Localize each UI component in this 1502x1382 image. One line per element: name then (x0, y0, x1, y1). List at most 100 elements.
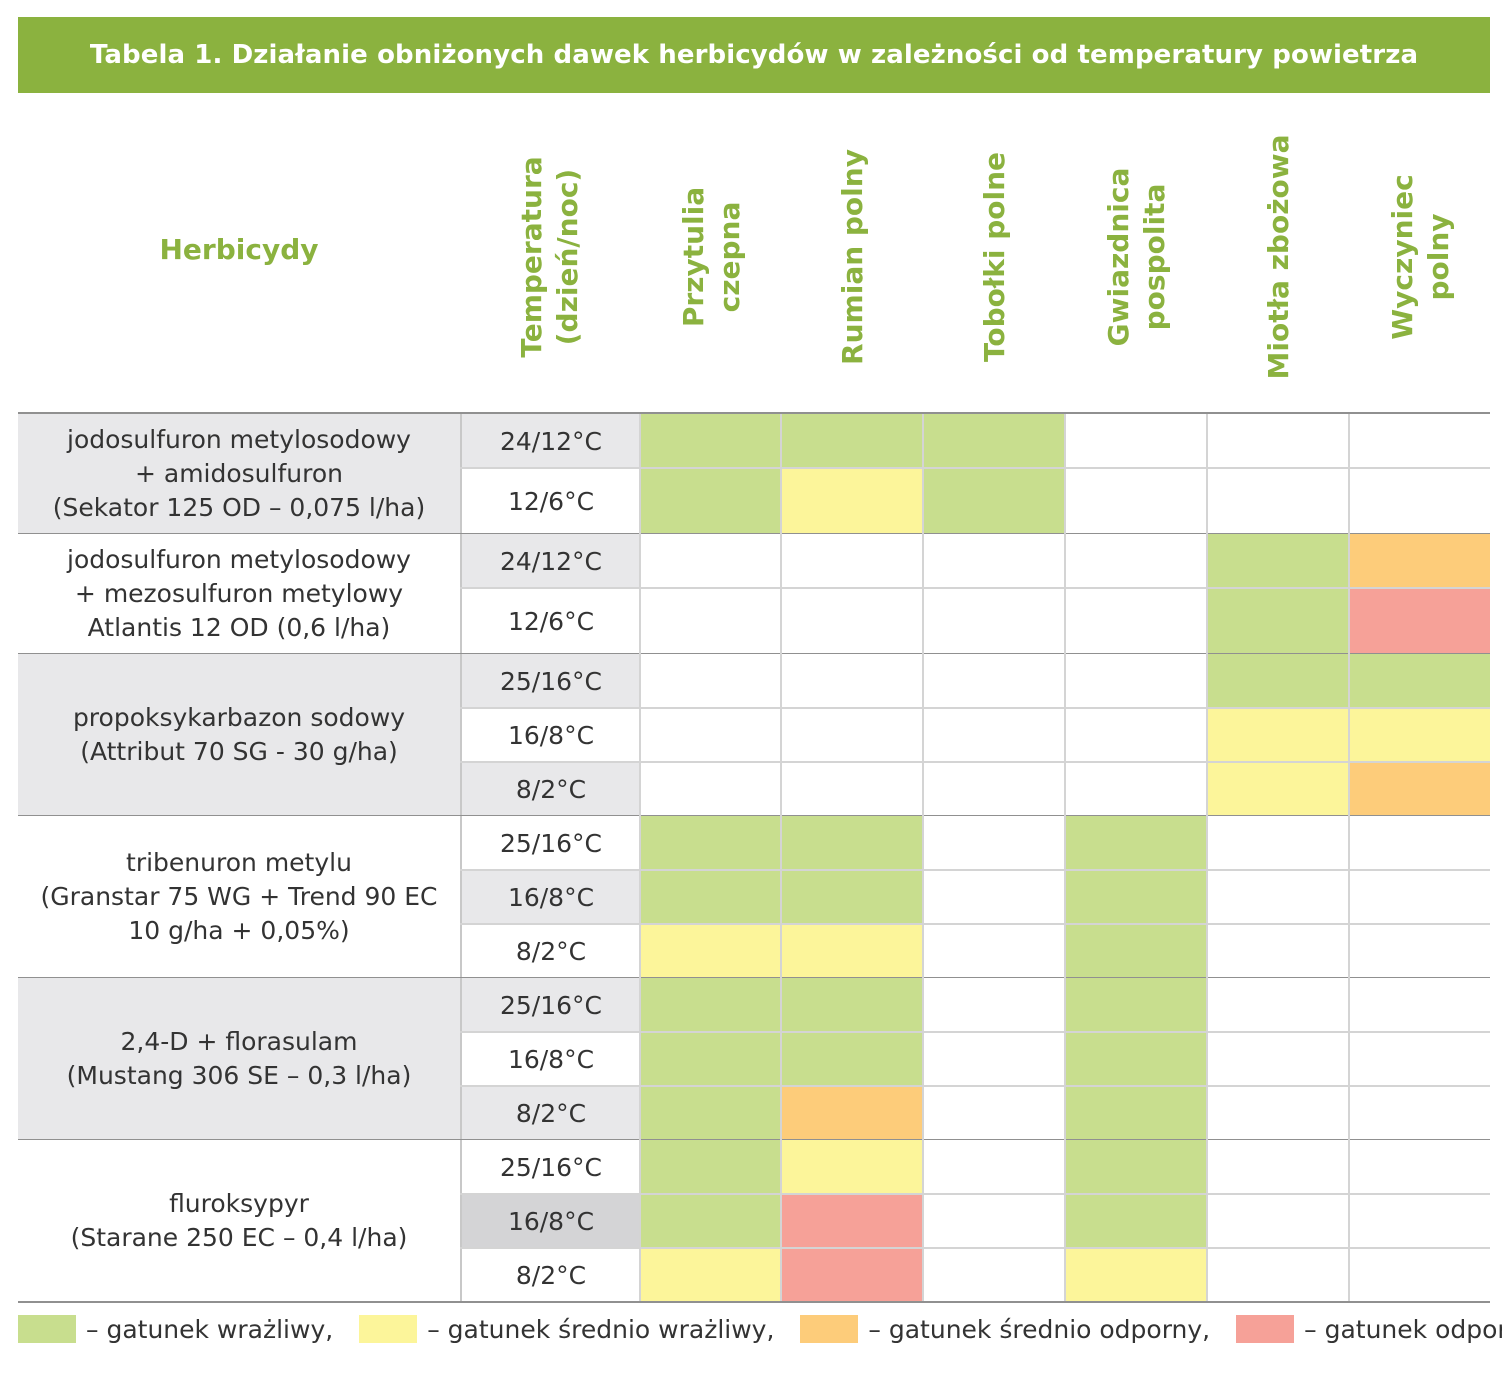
sensitivity-cell (781, 762, 922, 816)
temperature-cell: 24/12°C (460, 414, 640, 468)
sensitivity-cell (640, 924, 781, 978)
temperature-cell: 8/2°C (460, 1086, 640, 1140)
herbicide-line: (Sekator 125 OD – 0,075 l/ha) (52, 493, 426, 522)
column-divider (1348, 414, 1350, 1302)
legend: – gatunek wrażliwy, – gatunek średnio wra… (18, 1314, 1502, 1344)
temperature-cell: 24/12°C (460, 534, 640, 588)
herbicide-line: + mezosulfuron metylowy (74, 579, 404, 608)
sensitivity-cell (781, 654, 922, 708)
sensitivity-cell (1207, 654, 1348, 708)
sensitivity-cell (1065, 870, 1206, 924)
sensitivity-cell (923, 1140, 1064, 1194)
legend-item: – gatunek średnio wrażliwy, (359, 1315, 800, 1344)
sensitivity-cell (1207, 1032, 1348, 1086)
herbicide-line: (Starane 250 EC – 0,4 l/ha) (70, 1223, 408, 1252)
sensitivity-cell (1349, 588, 1490, 654)
sensitivity-cell (781, 1194, 922, 1248)
sensitivity-cell (1065, 1248, 1206, 1302)
herbicide-table: jodosulfuron metylosodowy + amidosulfuron… (18, 412, 1490, 1303)
legend-label: – gatunek średnio wrażliwy, (427, 1314, 775, 1344)
sensitivity-cell (1065, 816, 1206, 870)
sensitivity-cell (923, 870, 1064, 924)
legend-label: – gatunek odporn (1304, 1314, 1502, 1344)
sensitivity-cell (923, 588, 1064, 654)
sensitivity-cell (1207, 588, 1348, 654)
herbicide-name: jodosulfuron metylosodowy + mezosulfuron … (18, 534, 460, 654)
sensitivity-cell (1349, 1140, 1490, 1194)
sensitivity-cell (1065, 1086, 1206, 1140)
sensitivity-cell (640, 654, 781, 708)
column-header-tobolki: Tobołki polne (978, 151, 1011, 363)
herbicide-line: propoksykarbazon sodowy (72, 703, 406, 732)
column-divider (1206, 414, 1208, 1302)
sensitivity-cell (923, 1086, 1064, 1140)
row-divider (460, 1085, 1490, 1087)
temperature-cell: 8/2°C (460, 762, 640, 816)
herbicide-line: (Granstar 75 WG + Trend 90 EC (40, 882, 438, 911)
sensitivity-cell (923, 534, 1064, 588)
sensitivity-cell (640, 468, 781, 534)
temperature-cell: 16/8°C (460, 1194, 640, 1248)
sensitivity-cell (781, 1032, 922, 1086)
sensitivity-cell (1065, 534, 1206, 588)
legend-swatch (359, 1315, 418, 1343)
sensitivity-cell (923, 762, 1064, 816)
sensitivity-cell (781, 1140, 922, 1194)
table-title: Tabela 1. Działanie obniżonych dawek her… (18, 17, 1490, 93)
sensitivity-cell (781, 534, 922, 588)
herbicide-name: 2,4-D + florasulam (Mustang 306 SE – 0,3 … (18, 978, 460, 1140)
herbicide-line: fluroksypyr (169, 1189, 309, 1218)
herbicide-line: Atlantis 12 OD (0,6 l/ha) (87, 613, 391, 642)
sensitivity-cell (1349, 534, 1490, 588)
legend-label: – gatunek wrażliwy, (86, 1314, 334, 1344)
sensitivity-cell (640, 1248, 781, 1302)
sensitivity-cell (1207, 870, 1348, 924)
sensitivity-cell (1207, 1194, 1348, 1248)
sensitivity-cell (923, 1248, 1064, 1302)
sensitivity-cell (1207, 816, 1348, 870)
sensitivity-cell (1349, 1032, 1490, 1086)
temperature-cell: 16/8°C (460, 870, 640, 924)
column-header-rumian: Rumian polny (836, 149, 869, 365)
column-header-temperature: Temperatura (dzień/noc) (515, 156, 584, 358)
column-divider (1064, 414, 1066, 1302)
sensitivity-cell (1349, 414, 1490, 468)
herbicide-line: 10 g/ha + 0,05%) (128, 916, 350, 945)
sensitivity-cell (640, 978, 781, 1032)
sensitivity-cell (1065, 978, 1206, 1032)
sensitivity-cell (1207, 468, 1348, 534)
temperature-cell: 12/6°C (460, 468, 640, 534)
herbicide-name: jodosulfuron metylosodowy + amidosulfuron… (18, 414, 460, 534)
sensitivity-cell (781, 588, 922, 654)
sensitivity-cell (1065, 588, 1206, 654)
legend-item: – gatunek odporn (1236, 1315, 1502, 1344)
sensitivity-cell (640, 1086, 781, 1140)
temperature-cell: 25/16°C (460, 654, 640, 708)
sensitivity-cell (1207, 762, 1348, 816)
sensitivity-cell (1207, 1086, 1348, 1140)
sensitivity-cell (1207, 708, 1348, 762)
column-header-gwiazdnica: Gwiazdnica pospolita (1102, 167, 1171, 347)
row-divider (460, 467, 1490, 469)
sensitivity-cell (1065, 468, 1206, 534)
sensitivity-cell (923, 414, 1064, 468)
column-divider (639, 414, 641, 1302)
column-header-miotla: Miotła zbożowa (1262, 134, 1295, 380)
table-bottom-border (18, 1301, 1490, 1303)
legend-label: – gatunek średnio odporny, (868, 1314, 1211, 1344)
column-header-wyczyniec: Wyczyniec polny (1386, 174, 1455, 340)
legend-swatch (800, 1315, 859, 1343)
sensitivity-cell (923, 978, 1064, 1032)
sensitivity-cell (1065, 762, 1206, 816)
temperature-cell: 25/16°C (460, 978, 640, 1032)
sensitivity-cell (1207, 534, 1348, 588)
sensitivity-cell (640, 762, 781, 816)
sensitivity-cell (640, 588, 781, 654)
sensitivity-cell (781, 1248, 922, 1302)
herbicide-line: + amidosulfuron (134, 459, 343, 488)
sensitivity-cell (1349, 1248, 1490, 1302)
sensitivity-cell (640, 1032, 781, 1086)
sensitivity-cell (781, 816, 922, 870)
herbicide-line: jodosulfuron metylosodowy (67, 425, 411, 454)
column-divider (922, 414, 924, 1302)
